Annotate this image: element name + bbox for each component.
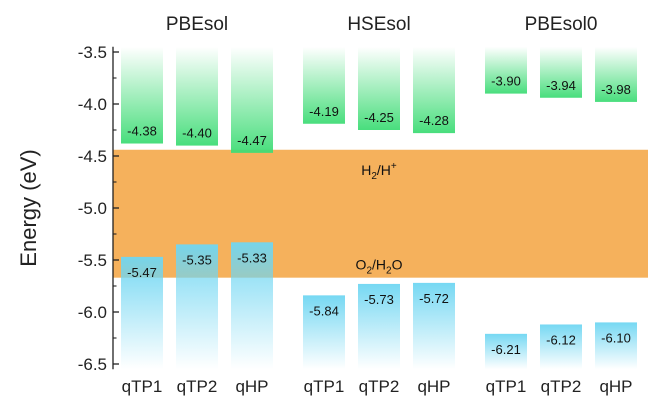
y-tick-label: -3.5 xyxy=(78,43,107,62)
bars-layer xyxy=(121,46,637,370)
x-tick-label: qHP xyxy=(417,377,450,396)
y-tick-label: -5.5 xyxy=(78,251,107,270)
label-part: O xyxy=(392,257,403,273)
cbm-value-label: -4.19 xyxy=(309,104,339,119)
x-tick-label: qHP xyxy=(599,377,632,396)
cbm-value-label: -4.28 xyxy=(419,113,449,128)
x-tick-label: qTP1 xyxy=(486,377,527,396)
x-tick-label: qTP1 xyxy=(122,377,163,396)
vbm-value-label: -6.12 xyxy=(546,332,576,347)
label-subscript: 2 xyxy=(366,266,372,277)
vbm-bar-pbesol-qtp2 xyxy=(176,244,218,370)
label-part: O xyxy=(356,257,367,273)
labels-layer: -4.38 -5.47 qTP1 -4.40 -5.35 qTP2 -4.47 -5.33 qH… xyxy=(122,14,633,396)
x-tick-label: qHP xyxy=(235,377,268,396)
vbm-bar-pbesol-qtp1 xyxy=(121,256,163,370)
label-subscript: 2 xyxy=(386,266,392,277)
vbm-value-label: -5.47 xyxy=(127,265,157,280)
vbm-bar-hsesol-qtp2 xyxy=(358,283,400,370)
y-tick-label: -4.5 xyxy=(78,147,107,166)
cbm-value-label: -4.40 xyxy=(182,126,212,141)
y-tick-label: -6.5 xyxy=(78,355,107,374)
vbm-bar-pbesol0-qtp1 xyxy=(485,333,527,370)
cbm-value-label: -4.38 xyxy=(127,124,157,139)
label-part: /H xyxy=(377,162,391,178)
vbm-bar-hsesol-qhp xyxy=(413,282,455,370)
y-axis: -3.5 -4.0 -4.5 -5.0 -5.5 -6.0 -6.5 xyxy=(78,43,119,374)
cbm-value-label: -3.94 xyxy=(546,78,576,93)
vbm-value-label: -5.72 xyxy=(419,291,449,306)
x-tick-label: qTP2 xyxy=(541,377,582,396)
y-tick-label: -5.0 xyxy=(78,199,107,218)
cbm-bar-pbesol0-qhp xyxy=(595,46,637,102)
o2-h2o-label: O2/H2O xyxy=(356,257,403,277)
x-tick-label: qTP1 xyxy=(304,377,345,396)
cbm-value-label: -4.25 xyxy=(364,110,394,125)
cbm-bar-pbesol-qtp2 xyxy=(176,46,218,146)
y-tick-label: -4.0 xyxy=(78,95,107,114)
cbm-bar-hsesol-qtp1 xyxy=(303,46,345,124)
x-tick-label: qTP2 xyxy=(359,377,400,396)
vbm-value-label: -6.21 xyxy=(491,342,521,357)
y-axis-label: Energy (eV) xyxy=(16,149,41,266)
vbm-bar-hsesol-qtp1 xyxy=(303,295,345,370)
vbm-value-label: -6.10 xyxy=(601,330,631,345)
vbm-bar-pbesol-qhp xyxy=(231,242,273,370)
label-part: /H xyxy=(372,257,386,273)
cbm-value-label: -3.90 xyxy=(491,74,521,89)
cbm-bar-pbesol0-qtp2 xyxy=(540,46,582,98)
vbm-value-label: -5.84 xyxy=(309,303,339,318)
vbm-value-label: -5.35 xyxy=(182,252,212,267)
vbm-value-label: -5.33 xyxy=(237,250,267,265)
vbm-bar-pbesol0-qtp2 xyxy=(540,324,582,370)
cbm-value-label: -3.98 xyxy=(601,82,631,97)
cbm-bar-pbesol0-qtp1 xyxy=(485,46,527,94)
method-title: PBEsol0 xyxy=(525,14,598,35)
label-part: H xyxy=(361,162,371,178)
label-superscript: + xyxy=(391,161,397,172)
vbm-bar-pbesol0-qhp xyxy=(595,322,637,370)
h2-h-plus-label: H2/H+ xyxy=(361,161,397,182)
cbm-bar-pbesol-qhp xyxy=(231,46,273,153)
y-tick-label: -6.0 xyxy=(78,303,107,322)
vbm-value-label: -5.73 xyxy=(364,292,394,307)
cbm-value-label: -4.47 xyxy=(237,133,267,148)
method-title: PBEsol xyxy=(166,14,228,35)
label-subscript: 2 xyxy=(371,171,377,182)
cbm-bar-hsesol-qtp2 xyxy=(358,46,400,130)
cbm-bar-hsesol-qhp xyxy=(413,46,455,134)
cbm-bar-pbesol-qtp1 xyxy=(121,46,163,144)
x-tick-label: qTP2 xyxy=(177,377,218,396)
method-title: HSEsol xyxy=(347,14,410,35)
